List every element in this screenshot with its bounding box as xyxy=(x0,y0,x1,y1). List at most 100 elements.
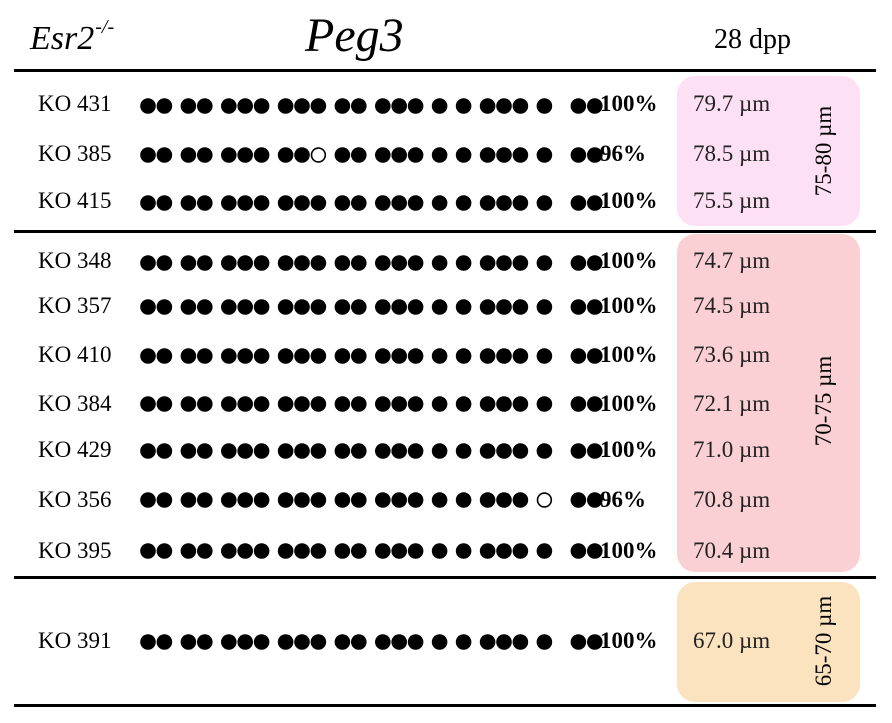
methylated-cpg-dot xyxy=(237,543,253,559)
genotype-label: Esr2-/- xyxy=(30,16,115,57)
methylated-cpg-dot xyxy=(197,348,213,364)
methylated-cpg-dot xyxy=(156,543,173,559)
methylated-cpg-dot xyxy=(221,543,237,559)
methylated-cpg-dot xyxy=(375,348,391,364)
methylated-cpg-dot xyxy=(496,255,512,271)
divider-2 xyxy=(14,576,876,579)
methylated-cpg-dot xyxy=(587,98,603,114)
oocyte-size: 71.0 µm xyxy=(693,437,771,462)
methylated-cpg-dot xyxy=(536,443,553,459)
methylated-cpg-dot xyxy=(310,195,327,211)
methylated-cpg-dot xyxy=(431,147,448,163)
methylated-cpg-dot xyxy=(570,299,587,315)
methylated-cpg-dot xyxy=(587,492,603,508)
methylated-cpg-dot xyxy=(140,396,156,412)
methylated-cpg-dot xyxy=(180,98,197,114)
methylated-cpg-dot xyxy=(512,299,529,315)
methylated-cpg-dot xyxy=(277,98,294,114)
methylated-cpg-dot xyxy=(221,195,237,211)
methylated-cpg-dot xyxy=(455,299,472,315)
methylated-cpg-dot xyxy=(253,255,270,271)
methylated-cpg-dot xyxy=(455,443,472,459)
methylated-cpg-dot xyxy=(140,543,156,559)
methylation-percent: 100% xyxy=(600,391,658,416)
methylated-cpg-dot xyxy=(536,255,553,271)
methylated-cpg-dot xyxy=(140,492,156,508)
methylated-cpg-dot xyxy=(407,492,424,508)
methylated-cpg-dot xyxy=(140,443,156,459)
methylated-cpg-dot xyxy=(237,147,253,163)
methylated-cpg-dot xyxy=(479,348,496,364)
methylated-cpg-dot xyxy=(310,443,327,459)
methylated-cpg-dot xyxy=(570,348,587,364)
methylated-cpg-dot xyxy=(140,98,156,114)
methylated-cpg-dot xyxy=(253,492,270,508)
methylated-cpg-dot xyxy=(180,443,197,459)
methylated-cpg-dot xyxy=(455,492,472,508)
methylated-cpg-dot xyxy=(180,147,197,163)
methylated-cpg-dot xyxy=(334,348,351,364)
methylated-cpg-dot xyxy=(294,195,310,211)
methylated-cpg-dot xyxy=(455,147,472,163)
methylated-cpg-dot xyxy=(375,299,391,315)
methylated-cpg-dot xyxy=(197,299,213,315)
methylated-cpg-dot xyxy=(407,634,424,650)
methylated-cpg-dot xyxy=(294,443,310,459)
methylated-cpg-dot xyxy=(294,299,310,315)
methylated-cpg-dot xyxy=(351,255,367,271)
methylated-cpg-dot xyxy=(351,634,367,650)
methylated-cpg-dot xyxy=(334,634,351,650)
methylated-cpg-dot xyxy=(221,348,237,364)
methylated-cpg-dot xyxy=(221,299,237,315)
methylated-cpg-dot xyxy=(237,98,253,114)
methylated-cpg-dot xyxy=(512,443,529,459)
methylated-cpg-dot xyxy=(253,299,270,315)
methylated-cpg-dot xyxy=(587,255,603,271)
methylated-cpg-dot xyxy=(197,147,213,163)
methylated-cpg-dot xyxy=(180,255,197,271)
methylated-cpg-dot xyxy=(455,634,472,650)
methylated-cpg-dot xyxy=(496,492,512,508)
methylated-cpg-dot xyxy=(351,443,367,459)
methylated-cpg-dot xyxy=(407,299,424,315)
methylated-cpg-dot xyxy=(310,299,327,315)
methylated-cpg-dot xyxy=(294,348,310,364)
methylated-cpg-dot xyxy=(277,443,294,459)
methylated-cpg-dot xyxy=(237,348,253,364)
methylated-cpg-dot xyxy=(512,634,529,650)
range-box-70-75 xyxy=(677,234,860,572)
sample-id: KO 348 xyxy=(38,248,112,273)
methylated-cpg-dot xyxy=(334,147,351,163)
methylated-cpg-dot xyxy=(221,492,237,508)
methylated-cpg-dot xyxy=(431,396,448,412)
methylated-cpg-dot xyxy=(407,543,424,559)
methylated-cpg-dot xyxy=(221,98,237,114)
methylated-cpg-dot xyxy=(455,98,472,114)
methylated-cpg-dot xyxy=(277,396,294,412)
methylated-cpg-dot xyxy=(294,492,310,508)
methylated-cpg-dot xyxy=(570,396,587,412)
methylated-cpg-dot xyxy=(391,299,408,315)
methylated-cpg-dot xyxy=(587,634,603,650)
methylated-cpg-dot xyxy=(455,195,472,211)
sample-id: KO 357 xyxy=(38,293,112,318)
unmethylated-cpg-dot xyxy=(310,147,327,163)
methylated-cpg-dot xyxy=(536,195,553,211)
methylated-cpg-dot xyxy=(156,396,173,412)
methylated-cpg-dot xyxy=(253,195,270,211)
methylated-cpg-dot xyxy=(375,396,391,412)
methylated-cpg-dot xyxy=(310,98,327,114)
methylated-cpg-dot xyxy=(455,348,472,364)
methylated-cpg-dot xyxy=(407,396,424,412)
methylated-cpg-dot xyxy=(197,492,213,508)
methylated-cpg-dot xyxy=(156,443,173,459)
methylated-cpg-dot xyxy=(391,443,408,459)
methylated-cpg-dot xyxy=(407,443,424,459)
methylated-cpg-dot xyxy=(587,396,603,412)
methylated-cpg-dot xyxy=(431,543,448,559)
methylated-cpg-dot xyxy=(237,443,253,459)
methylated-cpg-dot xyxy=(536,147,553,163)
methylated-cpg-dot xyxy=(455,255,472,271)
methylated-cpg-dot xyxy=(277,492,294,508)
methylated-cpg-dot xyxy=(431,255,448,271)
